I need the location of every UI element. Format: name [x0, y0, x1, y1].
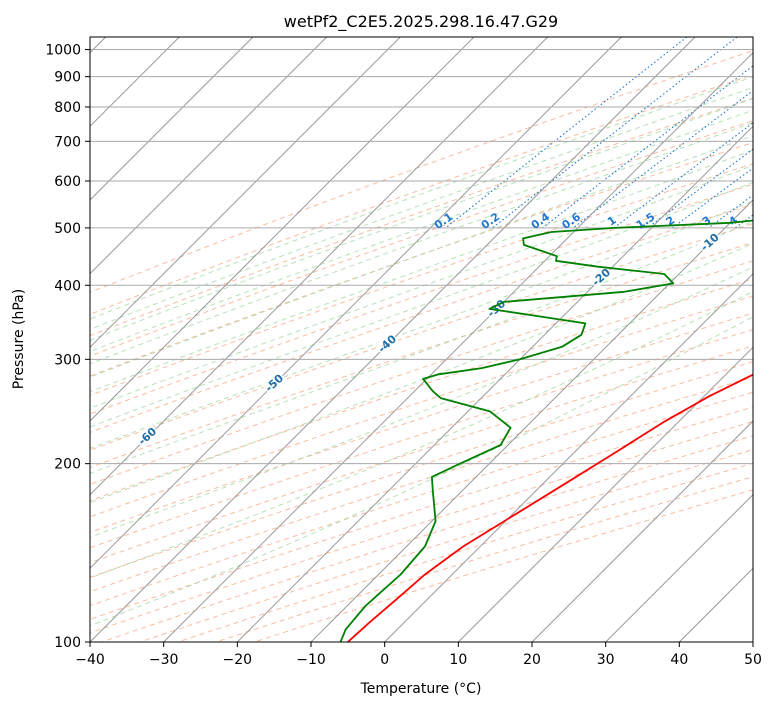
- profile-line: [339, 219, 753, 642]
- y-tick-label: 800: [54, 100, 81, 116]
- profile-line: [347, 373, 753, 642]
- isotherm: [457, 346, 753, 642]
- isotherm: [90, 37, 328, 275]
- mixing-ratio-label: 1.5: [634, 210, 657, 232]
- x-tick-label: 20: [523, 652, 541, 668]
- isotherm-label-bg: [374, 331, 400, 356]
- y-tick-label: 600: [54, 174, 81, 190]
- dry-adiabat: [90, 163, 753, 396]
- mixing-ratio-line: [734, 214, 753, 229]
- dry-adiabats: [90, 50, 753, 642]
- isotherm: [90, 37, 475, 422]
- y-tick-label: 500: [54, 221, 81, 237]
- isotherm: [163, 51, 753, 642]
- y-axis-label: Pressure (hPa): [11, 289, 27, 389]
- x-tick-label: 30: [597, 652, 615, 668]
- x-tick-label: 10: [449, 652, 467, 668]
- isotherm: [236, 125, 753, 642]
- isotherm-label-bg: [588, 264, 614, 289]
- dry-adiabat: [101, 435, 753, 642]
- isotherm: [752, 641, 753, 642]
- moist-adiabat: [90, 220, 753, 474]
- isotherm: [531, 420, 753, 642]
- mixing-ratio-label: 1: [605, 214, 619, 229]
- isotherm: [678, 567, 753, 642]
- isotherm-label-bg: [261, 370, 287, 395]
- mixing-ratio-label: 0.4: [529, 210, 553, 232]
- dry-adiabat: [90, 142, 753, 377]
- mixing-ratio-line: [492, 37, 738, 229]
- mixing-ratio-line: [613, 122, 753, 229]
- y-tick-label: 400: [54, 278, 81, 294]
- moist-adiabat: [90, 181, 753, 428]
- dry-adiabat: [90, 345, 753, 564]
- isotherm-label-bg: [134, 423, 160, 448]
- dry-adiabat: [90, 241, 753, 469]
- moist-adiabat: [90, 98, 753, 341]
- isobars: [90, 49, 753, 642]
- dry-adiabat: [90, 183, 753, 415]
- x-tick-label: 50: [744, 652, 762, 668]
- isotherm: [605, 493, 753, 642]
- moist-adiabat: [90, 316, 753, 627]
- dry-adiabat: [177, 462, 753, 642]
- dry-adiabat: [90, 74, 753, 315]
- x-axis-label: Temperature (°C): [360, 681, 482, 697]
- y-tick-label: 1000: [45, 43, 81, 59]
- isotherm: [90, 37, 622, 570]
- isotherm-label-bg: [696, 229, 722, 254]
- moist-adiabat: [90, 200, 753, 449]
- x-tick-label: −30: [149, 652, 179, 668]
- moist-adiabats: [90, 76, 753, 627]
- mixing-ratio-line: [708, 194, 753, 229]
- dry-adiabat: [90, 50, 753, 293]
- isotherm-label: -70: [17, 470, 41, 493]
- y-tick-label: 100: [54, 635, 81, 651]
- dry-adiabat: [215, 476, 753, 642]
- x-tick-label: −20: [223, 652, 253, 668]
- y-tick-label: 300: [54, 352, 81, 368]
- mixing-ratio-label: 4: [726, 213, 740, 228]
- dry-adiabat: [90, 376, 753, 593]
- x-tick-label: 40: [670, 652, 688, 668]
- y-tick-label: 700: [54, 134, 81, 150]
- mixing-ratio-label: 0.2: [479, 210, 502, 232]
- moist-adiabat: [90, 76, 753, 320]
- mixing-ratio-line: [542, 65, 753, 229]
- x-axis: −40 −30 −20 −10 0 10 20 30 40 50: [75, 642, 762, 668]
- chart-title: wetPf2_C2E5.2025.298.16.47.G29: [284, 12, 558, 32]
- dry-adiabat: [90, 203, 753, 433]
- moist-adiabat: [90, 86, 753, 330]
- isotherm: [90, 37, 549, 496]
- y-tick-label: 900: [54, 70, 81, 86]
- moist-adiabat: [90, 149, 753, 393]
- plot-area: 0.10.20.40.611.52346810131620253036 -100…: [15, 37, 775, 642]
- isotherm: [90, 37, 401, 349]
- dry-adiabat: [90, 329, 753, 549]
- mixing-ratio-label: 6: [765, 213, 775, 228]
- mixing-ratio-line: [572, 90, 753, 229]
- plot-frame: [89, 36, 754, 643]
- y-tick-label: 200: [54, 457, 81, 473]
- dry-adiabat: [90, 391, 753, 607]
- dry-adiabat: [90, 295, 753, 518]
- profiles: [339, 219, 753, 642]
- dry-adiabat: [90, 97, 753, 337]
- isotherms: [90, 37, 753, 642]
- isotherm: [384, 272, 753, 642]
- x-tick-label: −40: [75, 652, 105, 668]
- isotherm-label-bg: [483, 295, 509, 320]
- x-tick-label: −10: [296, 652, 326, 668]
- mixing-ratio-line: [672, 167, 753, 229]
- isotherm: [310, 199, 753, 642]
- y-axis: 100 200 300 400 500 600 700 800 900 1000: [45, 43, 90, 651]
- isotherm-label-bg: [15, 469, 40, 493]
- moist-adiabat: [90, 242, 753, 504]
- x-tick-label: 0: [380, 652, 389, 668]
- isotherm: [90, 37, 254, 201]
